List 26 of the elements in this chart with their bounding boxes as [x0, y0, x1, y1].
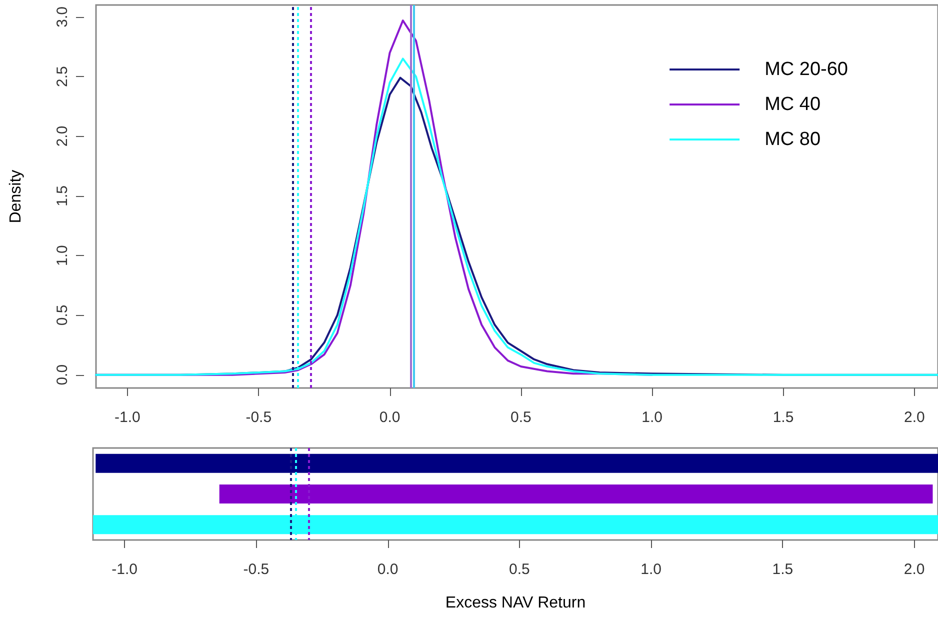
- y-tick-label: 2.5: [54, 66, 71, 88]
- y-tick-label: 3.0: [54, 6, 71, 28]
- y-axis-title: Density: [8, 170, 24, 224]
- x-tick-label: 1.5: [772, 561, 794, 578]
- x-tick-label: 0.5: [510, 409, 532, 426]
- x-tick-label: 2.0: [904, 561, 925, 578]
- x-tick-label: -0.5: [243, 561, 270, 578]
- y-tick-label: 0.5: [54, 304, 71, 326]
- x-tick-label: 0.5: [509, 561, 530, 578]
- y-tick-label: 1.0: [54, 245, 71, 266]
- x-tick-label: 2.0: [904, 409, 925, 426]
- x-tick-label: 0.0: [379, 409, 400, 426]
- legend-label: MC 80: [764, 129, 821, 150]
- legend-label: MC 20-60: [764, 59, 848, 80]
- x-tick-label: 0.0: [377, 561, 398, 578]
- x-axis-title: Excess NAV Return: [445, 594, 586, 612]
- x-tick-label: 1.0: [642, 409, 663, 426]
- y-tick-label: 1.5: [54, 185, 71, 206]
- y-tick-label: 0.0: [54, 364, 71, 386]
- y-tick-label: 2.0: [54, 126, 71, 147]
- x-tick-label: 1.5: [772, 409, 794, 426]
- x-tick-label: -0.5: [246, 409, 272, 426]
- legend-label: MC 40: [764, 94, 821, 115]
- x-tick-label: 1.0: [640, 561, 662, 578]
- x-tick-label: -1.0: [114, 409, 140, 426]
- x-tick-label: -1.0: [112, 561, 138, 578]
